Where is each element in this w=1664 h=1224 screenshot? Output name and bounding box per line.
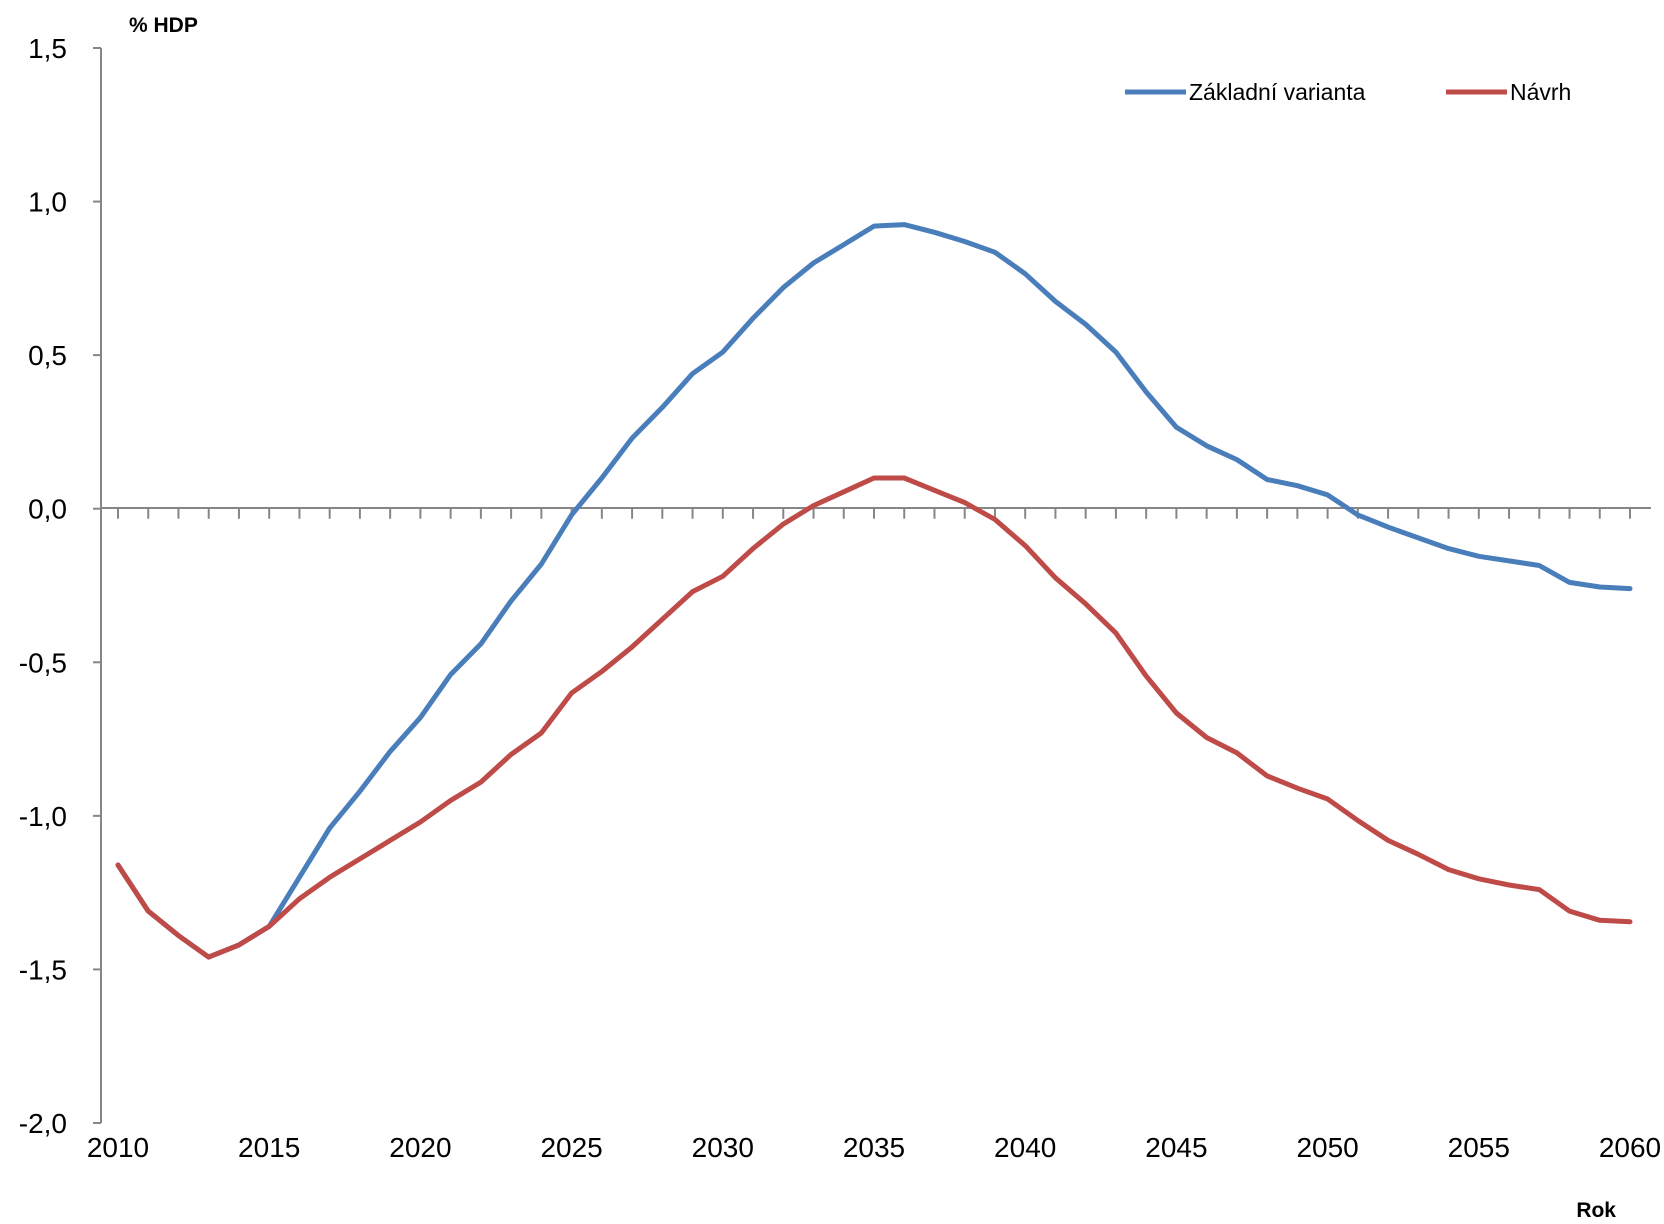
- y-tick-label: 1,0: [28, 187, 67, 218]
- y-tick-label: -1,5: [19, 954, 67, 985]
- x-tick-group: 2010 2015 2020 2025 2030 2035 2040 2045 2050 2055…: [87, 508, 1661, 1163]
- x-tick-label: 2055: [1448, 1132, 1510, 1163]
- series-line-navrh: [115, 475, 1633, 960]
- x-tick-label: 2025: [540, 1132, 602, 1163]
- x-tick-label: 2040: [994, 1132, 1056, 1163]
- y-tick-label: -2,0: [19, 1108, 67, 1139]
- y-tick-label: -1,0: [19, 801, 67, 832]
- y-tick-label: 0,0: [28, 494, 67, 525]
- y-tick-label: -0,5: [19, 647, 67, 678]
- legend: Základní varianta Návrh: [1125, 79, 1571, 105]
- legend-label-zakladni-varianta: Základní varianta: [1189, 79, 1366, 105]
- x-tick-label: 2010: [87, 1132, 149, 1163]
- y-tick-group: 1,5 1,0 0,5 0,0 -0,5 -1,0 -1,5 -2,0: [19, 33, 101, 1139]
- y-tick-label: 0,5: [28, 340, 67, 371]
- y-tick-label: 1,5: [28, 33, 67, 64]
- y-axis-title: % HDP: [129, 14, 198, 37]
- x-tick-label: 2020: [389, 1132, 451, 1163]
- x-axis-title: Rok: [1576, 1199, 1616, 1222]
- legend-label-navrh: Návrh: [1510, 79, 1571, 105]
- x-tick-label: 2045: [1145, 1132, 1207, 1163]
- x-tick-label: 2015: [238, 1132, 300, 1163]
- x-tick-label: 2060: [1599, 1132, 1661, 1163]
- x-tick-label: 2035: [843, 1132, 905, 1163]
- x-tick-label: 2050: [1296, 1132, 1358, 1163]
- series-group: [115, 222, 1633, 960]
- x-tick-label: 2030: [692, 1132, 754, 1163]
- series-line-zakladni-varianta: [115, 222, 1633, 960]
